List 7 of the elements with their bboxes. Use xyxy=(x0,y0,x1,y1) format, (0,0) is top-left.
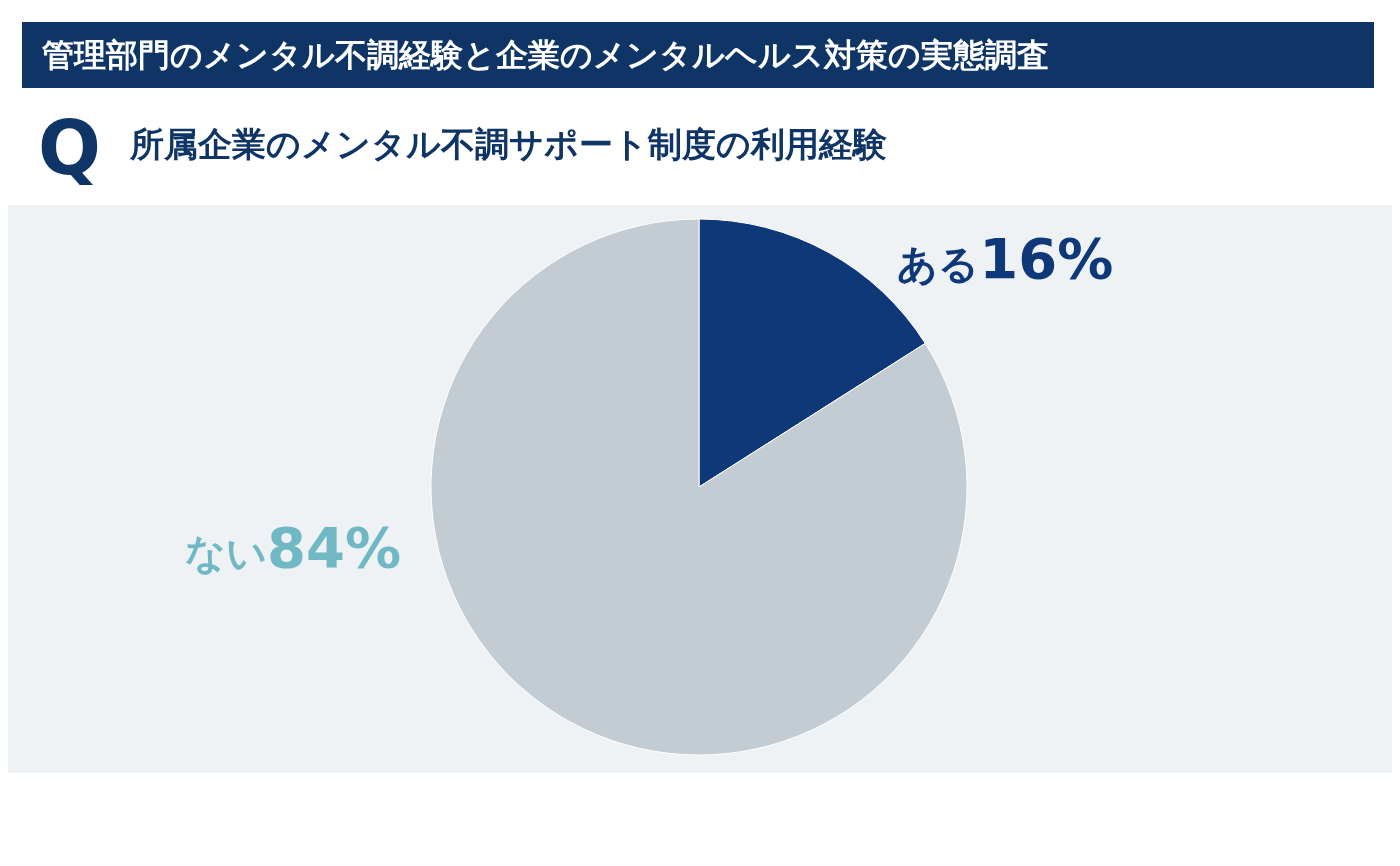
data-label: 16% xyxy=(979,225,1114,291)
chart-subtitle: 所属企業のメンタル不調サポート制度の利用経験 xyxy=(130,123,887,166)
data-label: 84% xyxy=(266,515,401,581)
chart-title: 管理部門のメンタル不調経験と企業のメンタルヘルス対策の実態調査 xyxy=(22,22,1374,88)
slice-label: ある xyxy=(897,240,980,287)
slice-label: ない xyxy=(184,530,267,577)
text: Q xyxy=(38,104,101,192)
